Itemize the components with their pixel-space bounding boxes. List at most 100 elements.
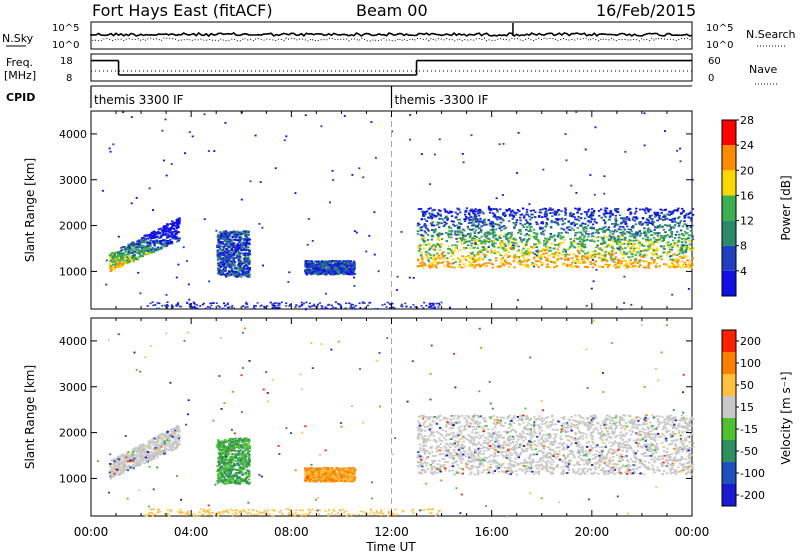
power-cell-3-1123 bbox=[463, 242, 466, 245]
power-cell-2-478 bbox=[307, 263, 311, 266]
velocity-cell-0-390 bbox=[138, 454, 142, 457]
power-cell-1-425 bbox=[232, 245, 236, 247]
power-cell-3-1618 bbox=[582, 261, 586, 264]
power-ground-121 bbox=[352, 303, 354, 306]
power-cell-2-552 bbox=[315, 270, 318, 273]
power-cell-1-336 bbox=[239, 248, 243, 251]
power-ground-52 bbox=[254, 308, 257, 310]
power-cell-0-579 bbox=[146, 250, 149, 252]
power-cell-3-460 bbox=[459, 211, 462, 214]
power-cell-0-45 bbox=[160, 236, 163, 239]
power-cell-1-117 bbox=[222, 230, 226, 233]
power-cell-3-2156 bbox=[677, 249, 680, 252]
power-cell-3-1195 bbox=[512, 256, 516, 258]
power-ground-92 bbox=[227, 303, 229, 305]
power-sparse-41 bbox=[259, 181, 262, 183]
power-cell-1-91 bbox=[238, 241, 241, 243]
power-ground-213 bbox=[416, 306, 419, 309]
power-cell-3-1725 bbox=[670, 219, 674, 222]
power-cell-3-2185 bbox=[562, 250, 565, 253]
power-cell-0-389 bbox=[141, 246, 144, 249]
power-cell-3-341 bbox=[691, 247, 694, 250]
power-cell-3-1023 bbox=[633, 237, 637, 239]
power-cell-3-1102 bbox=[492, 244, 495, 247]
power-cell-3-764 bbox=[638, 230, 641, 232]
power-cell-0-571 bbox=[169, 228, 172, 231]
power-cell-3-1341 bbox=[431, 213, 434, 216]
power-ground-125 bbox=[324, 306, 327, 309]
power-ground-21 bbox=[274, 304, 277, 307]
power-cell-3-1372 bbox=[419, 262, 422, 265]
power-cell-3-1250 bbox=[458, 227, 461, 230]
velocity-cell-0-482 bbox=[111, 475, 114, 478]
power-cell-2-358 bbox=[325, 260, 328, 263]
power-cell-3-2187 bbox=[446, 263, 450, 265]
power-cell-3-1637 bbox=[556, 234, 560, 237]
power-ground-34 bbox=[288, 305, 291, 307]
power-sparse-152 bbox=[187, 283, 190, 286]
power-cell-3-1309 bbox=[437, 209, 441, 212]
power-cell-3-463 bbox=[493, 235, 496, 237]
velocity-cell-0-237 bbox=[118, 472, 121, 475]
power-cell-3-1215 bbox=[556, 251, 559, 254]
power-cell-3-2148 bbox=[594, 260, 597, 263]
power-cell-3-804 bbox=[541, 221, 544, 223]
power-cell-3-426 bbox=[581, 242, 584, 245]
power-cell-3-2149 bbox=[485, 235, 489, 237]
power-cell-3-1541 bbox=[471, 224, 474, 227]
power-cell-3-1875 bbox=[505, 209, 508, 211]
power-cell-0-446 bbox=[127, 253, 131, 256]
power-cell-2-564 bbox=[348, 268, 351, 270]
power-cell-3-1564 bbox=[685, 223, 688, 226]
power-sparse-73 bbox=[623, 302, 626, 304]
power-cell-3-1799 bbox=[543, 256, 547, 259]
power-cell-1-443 bbox=[216, 267, 220, 269]
power-cell-3-2069 bbox=[578, 207, 581, 210]
power-cell-3-1840 bbox=[425, 243, 428, 246]
power-cell-3-1081 bbox=[668, 266, 672, 269]
power-cell-0-469 bbox=[117, 253, 120, 256]
power-cell-3-459 bbox=[614, 256, 617, 259]
power-cell-3-692 bbox=[425, 220, 428, 222]
power-cell-1-286 bbox=[242, 230, 245, 233]
power-cell-3-387 bbox=[460, 238, 463, 241]
power-cell-3-1325 bbox=[537, 240, 540, 242]
power-cell-0-190 bbox=[114, 261, 117, 264]
power-ground-183 bbox=[319, 302, 321, 304]
power-cell-3-743 bbox=[522, 256, 526, 259]
power-sparse-128 bbox=[623, 275, 626, 278]
power-cell-3-1709 bbox=[580, 244, 584, 247]
power-cell-2-388 bbox=[314, 263, 317, 266]
power-cell-3-2066 bbox=[631, 233, 635, 236]
power-cell-3-1834 bbox=[512, 216, 516, 218]
power-cell-3-214 bbox=[685, 244, 688, 247]
power-cell-3-1518 bbox=[611, 239, 614, 242]
power-cell-0-387 bbox=[133, 250, 137, 253]
velocity-cell-0-232 bbox=[166, 445, 169, 447]
power-cell-3-1152 bbox=[440, 252, 444, 255]
power-cell-3-971 bbox=[514, 213, 517, 216]
power-cell-0-331 bbox=[157, 242, 160, 244]
power-ground-61 bbox=[188, 303, 191, 306]
power-cell-3-2160 bbox=[683, 223, 686, 226]
power-cell-1-553 bbox=[230, 238, 233, 241]
power-cell-3-465 bbox=[647, 230, 650, 232]
power-cell-0-125 bbox=[164, 232, 168, 235]
power-cell-3-445 bbox=[634, 210, 638, 213]
power-cell-0-573 bbox=[119, 265, 122, 268]
power-cell-1-277 bbox=[243, 264, 247, 267]
power-cell-2-560 bbox=[324, 264, 328, 267]
power-cell-2-22 bbox=[353, 261, 356, 264]
power-cell-3-274 bbox=[587, 235, 590, 238]
power-cell-1-557 bbox=[241, 237, 244, 240]
power-sparse-113 bbox=[590, 287, 593, 290]
power-cell-3-725 bbox=[668, 251, 671, 253]
power-cell-3-1562 bbox=[483, 232, 487, 235]
power-cell-0-533 bbox=[109, 270, 112, 272]
power-cell-0-576 bbox=[170, 233, 174, 235]
power-cell-3-1008 bbox=[680, 260, 683, 263]
power-cell-3-601 bbox=[604, 251, 607, 253]
power-cell-1-563 bbox=[235, 244, 239, 247]
velocity-cell-0-277 bbox=[143, 448, 147, 451]
power-cell-3-1925 bbox=[493, 214, 496, 217]
